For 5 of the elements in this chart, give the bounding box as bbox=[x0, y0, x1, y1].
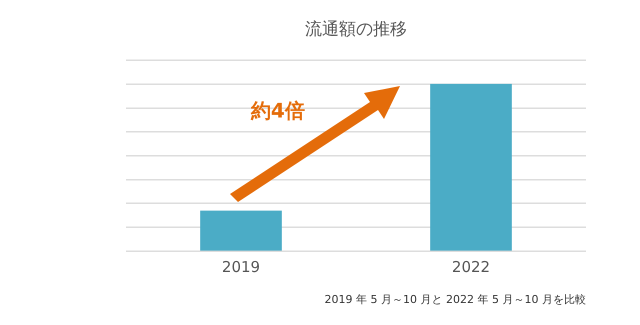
annotation: 約4倍 bbox=[250, 98, 305, 123]
chart-title: 流通額の推移 bbox=[305, 20, 407, 40]
x-tick-label: 2022 bbox=[452, 258, 490, 276]
text: 2019 年 5 月～10 月と 2022 年 5 月～10 月を比較 bbox=[324, 292, 586, 306]
x-tick-label: 2019 bbox=[222, 258, 260, 276]
